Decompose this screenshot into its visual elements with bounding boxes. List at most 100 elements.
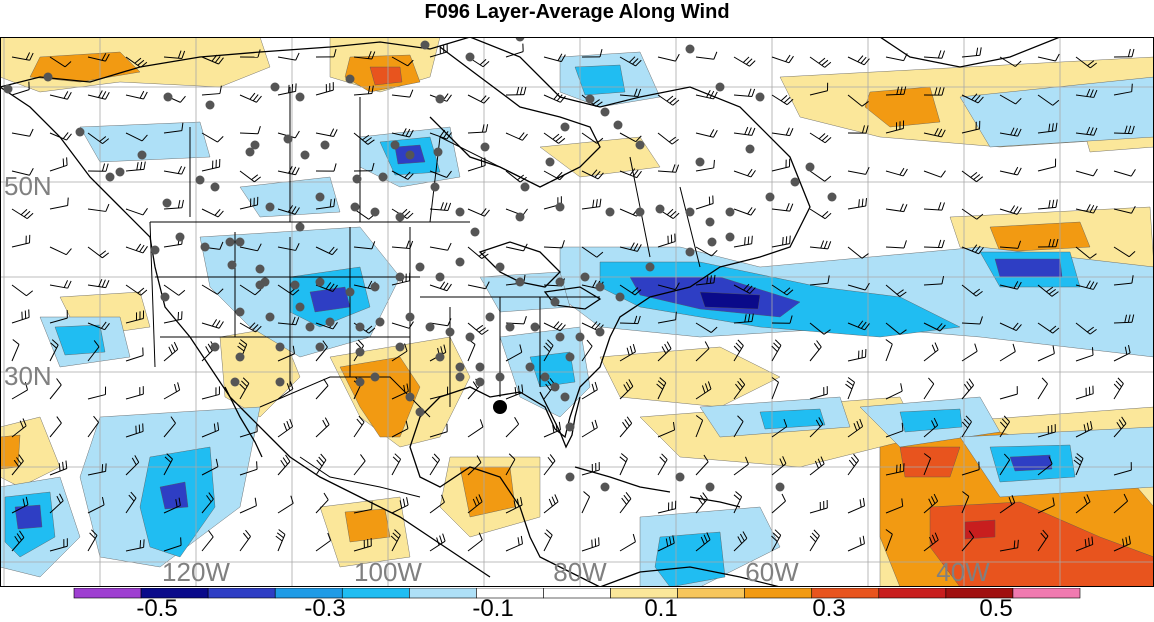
negative-anomaly-region bbox=[654, 531, 726, 587]
wind-barb bbox=[923, 87, 945, 96]
wind-barb bbox=[1075, 168, 1098, 177]
wind-barb bbox=[771, 203, 794, 212]
wind-barb bbox=[885, 529, 893, 552]
wind-barb bbox=[581, 381, 598, 400]
wind-barb bbox=[885, 383, 903, 400]
wind-barb bbox=[999, 322, 1022, 332]
wind-barb bbox=[1037, 529, 1049, 552]
wind-barb bbox=[543, 132, 566, 144]
wind-barb bbox=[733, 88, 756, 97]
station-marker bbox=[435, 272, 445, 282]
station-marker bbox=[530, 322, 540, 332]
wind-barb bbox=[847, 246, 869, 259]
wind-barb bbox=[847, 166, 870, 175]
wind-barb bbox=[429, 318, 452, 327]
wind-barb bbox=[49, 280, 72, 289]
station-marker bbox=[163, 92, 173, 102]
wind-barb bbox=[201, 284, 224, 295]
station-marker bbox=[605, 207, 615, 217]
station-marker bbox=[235, 307, 245, 317]
wind-barb bbox=[429, 170, 452, 178]
station-marker bbox=[705, 482, 715, 492]
station-marker bbox=[210, 182, 220, 192]
wind-barb bbox=[1113, 493, 1129, 514]
wind-barb bbox=[733, 415, 744, 438]
station-marker bbox=[495, 262, 505, 272]
wind-barb bbox=[163, 50, 186, 59]
wind-barb bbox=[619, 88, 642, 98]
wind-barb bbox=[771, 94, 794, 106]
station-marker bbox=[295, 92, 305, 102]
wind-barb bbox=[505, 535, 523, 552]
negative-anomaly-region bbox=[54, 324, 106, 356]
wind-barb bbox=[885, 463, 905, 476]
wind-barb bbox=[315, 282, 338, 292]
station-marker bbox=[315, 342, 325, 352]
station-marker bbox=[505, 322, 515, 332]
wind-barb bbox=[125, 455, 140, 476]
wind-barb bbox=[11, 530, 25, 552]
wind-barb bbox=[923, 275, 945, 286]
positive-anomaly-region bbox=[539, 136, 661, 178]
lon-label-80w: 80W bbox=[553, 557, 607, 587]
wind-barb bbox=[847, 94, 869, 107]
wind-barb bbox=[239, 322, 262, 333]
wind-barb bbox=[315, 340, 328, 362]
wind-barb bbox=[771, 54, 794, 64]
wind-barb bbox=[125, 284, 148, 296]
colorbar-swatch bbox=[677, 588, 745, 599]
wind-barb bbox=[847, 535, 865, 552]
wind-barb bbox=[581, 246, 604, 258]
wind-barb bbox=[201, 158, 221, 172]
wind-barb bbox=[391, 453, 402, 476]
wind-barb bbox=[999, 281, 1022, 290]
colorbar-swatch bbox=[207, 588, 276, 599]
wind-barb bbox=[391, 89, 414, 98]
wind-barb bbox=[1075, 322, 1097, 335]
positive-anomaly-region bbox=[864, 86, 941, 128]
wind-barb bbox=[657, 94, 680, 106]
station-marker bbox=[352, 174, 362, 184]
wind-barb bbox=[277, 454, 291, 476]
wind-barb bbox=[923, 239, 945, 249]
station-marker bbox=[565, 422, 575, 432]
wind-barb bbox=[657, 311, 677, 324]
wind-barb bbox=[353, 241, 376, 250]
wind-barb bbox=[87, 386, 107, 400]
wind-barb bbox=[429, 423, 448, 438]
wind-barb bbox=[505, 170, 527, 183]
wind-barb bbox=[163, 284, 186, 296]
wind-barb bbox=[391, 497, 409, 514]
wind-barb bbox=[49, 310, 68, 324]
wind-barb bbox=[961, 491, 970, 514]
station-marker bbox=[565, 472, 575, 482]
station-marker bbox=[550, 382, 560, 392]
station-marker bbox=[595, 282, 605, 292]
wind-barb bbox=[11, 454, 24, 476]
station-marker bbox=[370, 282, 380, 292]
wind-barb bbox=[353, 162, 375, 172]
wind-barb bbox=[87, 90, 110, 100]
wind-barb bbox=[1037, 122, 1058, 134]
lat-label-30n: 30N bbox=[4, 361, 52, 391]
station-marker bbox=[635, 207, 645, 217]
wind-barb bbox=[999, 415, 1011, 438]
wind-barb bbox=[391, 240, 414, 250]
station-marker bbox=[790, 177, 800, 187]
station-marker bbox=[725, 207, 735, 217]
wind-barb bbox=[11, 52, 34, 61]
wind-barb bbox=[771, 127, 794, 137]
map-title: F096 Layer-Average Along Wind bbox=[424, 1, 730, 23]
station-marker bbox=[415, 262, 425, 272]
wind-barb bbox=[847, 125, 869, 134]
wind-barb bbox=[49, 493, 64, 514]
wind-barb bbox=[999, 343, 1016, 362]
station-marker bbox=[162, 198, 172, 208]
station-marker bbox=[560, 392, 570, 402]
wind-barb bbox=[49, 91, 72, 100]
station-marker bbox=[295, 302, 305, 312]
wind-barb bbox=[87, 53, 110, 62]
wind-barb bbox=[239, 243, 262, 252]
wind-barb bbox=[11, 284, 34, 297]
wind-barb bbox=[695, 51, 718, 60]
